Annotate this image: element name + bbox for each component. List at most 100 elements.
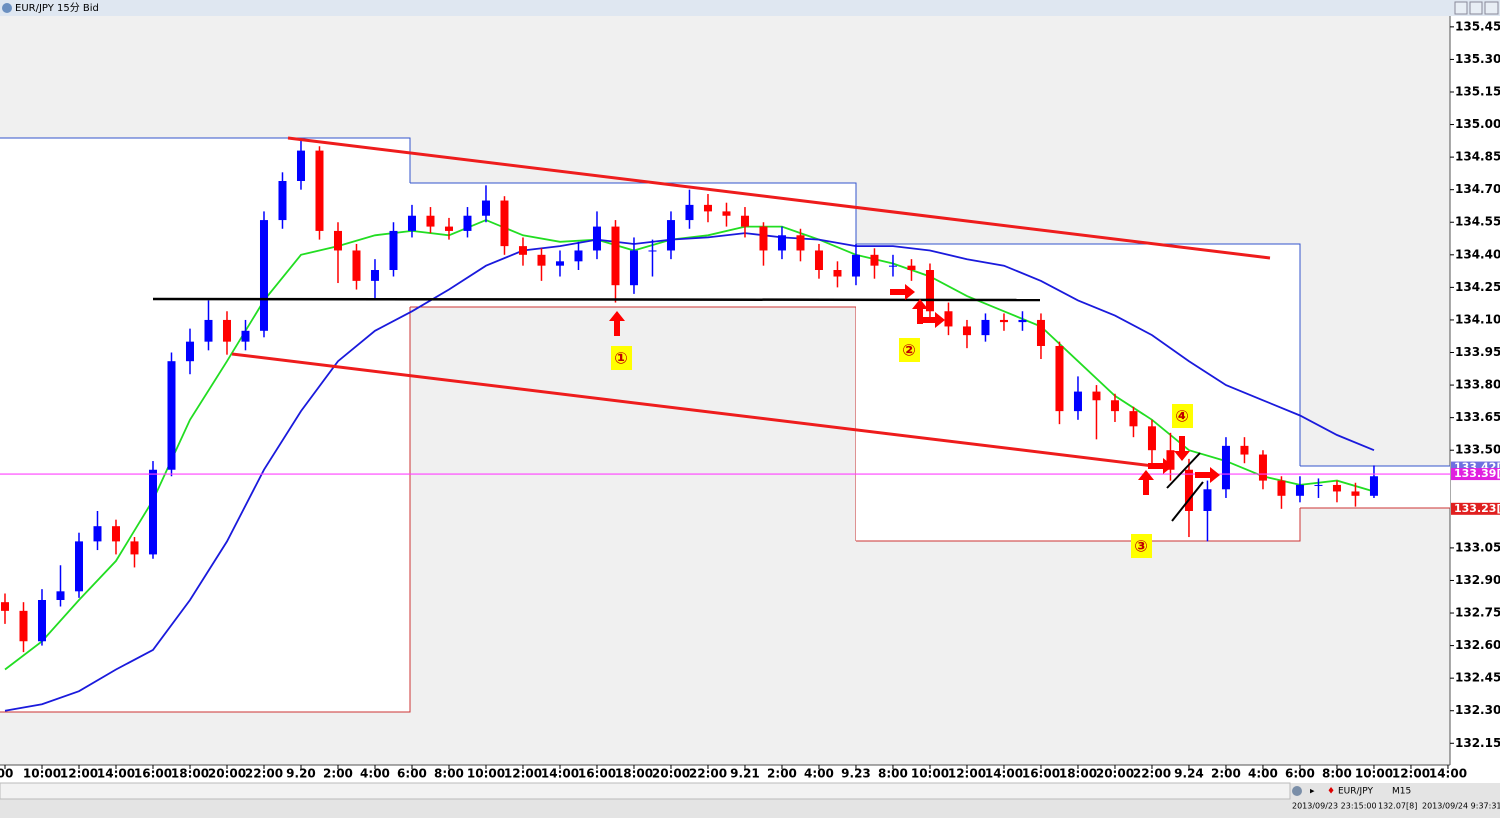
x-tick-label: 9.21 bbox=[730, 767, 760, 781]
x-tick-label: 14:00 bbox=[97, 767, 135, 781]
symbol-selector[interactable]: EUR/JPY bbox=[1338, 787, 1373, 797]
x-tick-label: 9.23 bbox=[841, 767, 871, 781]
candle-body bbox=[1258, 454, 1267, 481]
trend-line bbox=[231, 352, 1171, 470]
candle-body bbox=[1073, 391, 1082, 412]
range-box bbox=[410, 183, 856, 307]
candle-body bbox=[944, 311, 953, 327]
x-tick-label: 10:00 bbox=[467, 767, 505, 781]
minimize-button[interactable] bbox=[1454, 1, 1468, 15]
x-tick-label: 8:00 bbox=[878, 767, 908, 781]
candle-body bbox=[1203, 489, 1212, 511]
x-tick-label: 6:00 bbox=[1285, 767, 1315, 781]
candle-body bbox=[833, 270, 842, 277]
close-button[interactable] bbox=[1484, 1, 1499, 15]
candle-body bbox=[315, 150, 324, 231]
candle-body bbox=[999, 319, 1008, 323]
horizontal-scrollbar[interactable] bbox=[0, 782, 1291, 800]
price-label-box bbox=[1451, 468, 1500, 481]
candle-body bbox=[1110, 400, 1119, 412]
scroll-arrow: ▸ bbox=[1310, 787, 1315, 797]
candle-body bbox=[93, 526, 102, 542]
candle-body bbox=[814, 250, 823, 271]
x-tick-label: 20:00 bbox=[652, 767, 690, 781]
x-tick-label: 10:00 bbox=[23, 767, 61, 781]
price-axis-background bbox=[1450, 16, 1500, 783]
y-tick-label: 133.95[0 bbox=[1455, 345, 1500, 359]
maximize-button[interactable] bbox=[1469, 1, 1483, 15]
drawings: ① ② ③ ④ bbox=[152, 136, 1271, 558]
x-tick-label: 14:00 bbox=[541, 767, 579, 781]
y-tick-label: 133.50[0 bbox=[1455, 443, 1500, 457]
x-tick-label: 12:00 bbox=[60, 767, 98, 781]
moving-average bbox=[4, 232, 1375, 712]
candle-body bbox=[1369, 476, 1378, 496]
status-price: 132.07[8] bbox=[1378, 802, 1417, 811]
x-tick-label: 14:00 bbox=[985, 767, 1023, 781]
price-label: 133.39[6 bbox=[1454, 467, 1500, 480]
support-line bbox=[152, 297, 1041, 302]
y-tick-label: 132.45[0 bbox=[1455, 671, 1500, 685]
candle-body bbox=[444, 226, 453, 231]
x-tick-label: 2:00 bbox=[323, 767, 353, 781]
x-tick-label: 12:00 bbox=[504, 767, 542, 781]
candle-body bbox=[1018, 319, 1027, 323]
plot-marks bbox=[0, 139, 1450, 712]
candle-body bbox=[555, 261, 564, 266]
timeframe-selector[interactable]: M15 bbox=[1392, 787, 1411, 797]
scroll-button[interactable] bbox=[1292, 786, 1302, 796]
x-tick-label: 8:00 bbox=[1322, 767, 1352, 781]
candle-body bbox=[1184, 469, 1193, 511]
x-tick-label: 18:00 bbox=[171, 767, 209, 781]
x-tick-label: 00 bbox=[0, 767, 13, 781]
candle-body bbox=[796, 235, 805, 251]
y-tick-label: 135.00[0 bbox=[1455, 117, 1500, 131]
range-box bbox=[0, 138, 410, 712]
x-tick-label: 4:00 bbox=[360, 767, 390, 781]
x-tick-label: 10:00 bbox=[911, 767, 949, 781]
annotation: ④ bbox=[1175, 407, 1189, 426]
y-tick-label: 134.40[0 bbox=[1455, 247, 1500, 261]
candle-body bbox=[1332, 484, 1341, 492]
candle-body bbox=[1036, 319, 1045, 346]
y-tick-label: 132.30[0 bbox=[1455, 703, 1500, 717]
y-tick-label: 132.75[0 bbox=[1455, 606, 1500, 620]
candle-body bbox=[1221, 445, 1230, 490]
candle-body bbox=[925, 270, 934, 312]
candle-body bbox=[241, 330, 250, 342]
candle-body bbox=[981, 319, 990, 336]
candle-body bbox=[722, 211, 731, 216]
candle-body bbox=[130, 541, 139, 555]
x-tick-label: 22:00 bbox=[689, 767, 727, 781]
x-tick-label: 20:00 bbox=[1096, 767, 1134, 781]
annotation-box bbox=[611, 346, 632, 370]
candle-body bbox=[74, 541, 83, 592]
annotation: ① bbox=[614, 349, 628, 368]
candle-body bbox=[574, 250, 583, 262]
candle-body bbox=[500, 200, 509, 247]
toolbar-icon: ♦ bbox=[1327, 787, 1335, 797]
y-tick-label: 132.60[0 bbox=[1455, 638, 1500, 652]
candle-body bbox=[962, 326, 971, 336]
candle-body bbox=[1092, 391, 1101, 401]
channel-line bbox=[1171, 481, 1204, 522]
candle-body bbox=[19, 610, 28, 642]
candle-body bbox=[888, 265, 897, 267]
candle-body bbox=[1314, 484, 1323, 486]
candle-body bbox=[278, 180, 287, 221]
candle-body bbox=[777, 235, 786, 251]
candle-body bbox=[666, 220, 675, 251]
range-high bbox=[410, 182, 857, 244]
title-bar bbox=[0, 0, 1500, 16]
x-tick-label: 16:00 bbox=[578, 767, 616, 781]
y-tick-label: 135.45[0 bbox=[1455, 19, 1500, 33]
x-tick-label: 14:00 bbox=[1429, 767, 1467, 781]
candle-body bbox=[37, 600, 46, 642]
candle-body bbox=[611, 226, 620, 286]
candle-body bbox=[851, 254, 860, 277]
candle-body bbox=[537, 254, 546, 266]
candle-body bbox=[1129, 411, 1138, 427]
annotation: ② bbox=[902, 341, 916, 360]
y-tick-label: 134.10[0 bbox=[1455, 312, 1500, 326]
